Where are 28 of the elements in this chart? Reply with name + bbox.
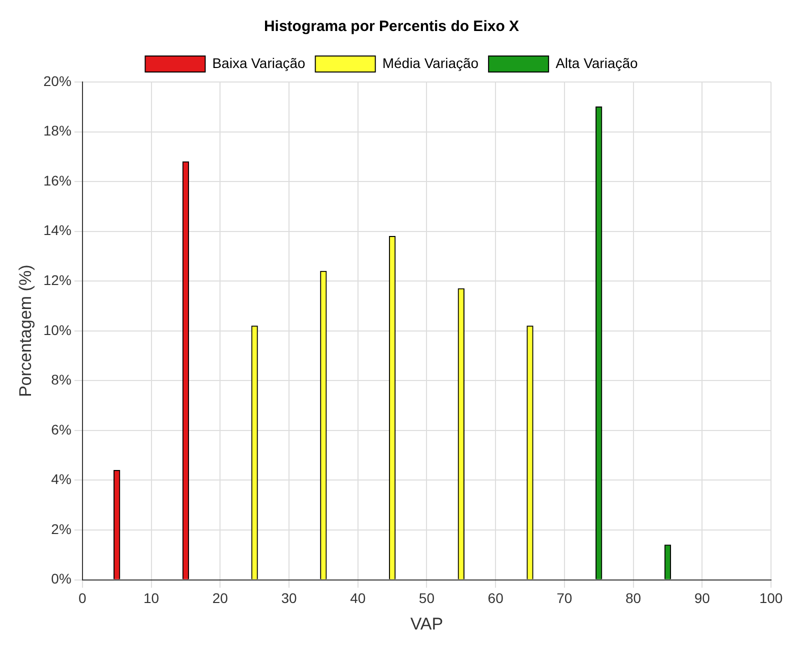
chart-title: Histograma por Percentis do Eixo X [264,18,520,36]
y-tick-label: 0% [51,570,72,587]
y-tick-label: 18% [43,122,72,139]
x-tick-label: 0 [78,590,87,606]
x-tick-label: 30 [281,590,297,606]
legend-label: Alta Variação [556,54,638,71]
x-tick-label: 60 [488,590,504,606]
x-tick-label: 10 [143,590,160,606]
y-tick-label: 10% [43,322,72,338]
y-tick-label: 6% [51,421,72,438]
y-tick-label: 20% [43,72,72,89]
y-tick-label: 14% [43,222,72,238]
legend-label: Baixa Variação [212,54,306,71]
y-tick-label: 2% [51,520,72,537]
x-tick-label: 100 [759,590,783,606]
legend-label: Média Variação [382,54,479,71]
x-tick-label: 80 [625,590,642,606]
x-tick-label: 20 [212,590,228,606]
x-tick-label: 90 [694,590,710,606]
y-tick-label: 12% [43,272,72,288]
x-tick-label: 70 [556,590,572,606]
x-tick-label: 50 [418,590,435,606]
x-tick-label: 40 [350,590,366,606]
y-axis-title: Porcentagem (%) [16,264,35,398]
y-tick-label: 8% [51,372,72,388]
y-tick-label: 16% [43,172,72,188]
x-axis-title: VAP [410,614,444,634]
y-tick-label: 4% [51,471,72,488]
